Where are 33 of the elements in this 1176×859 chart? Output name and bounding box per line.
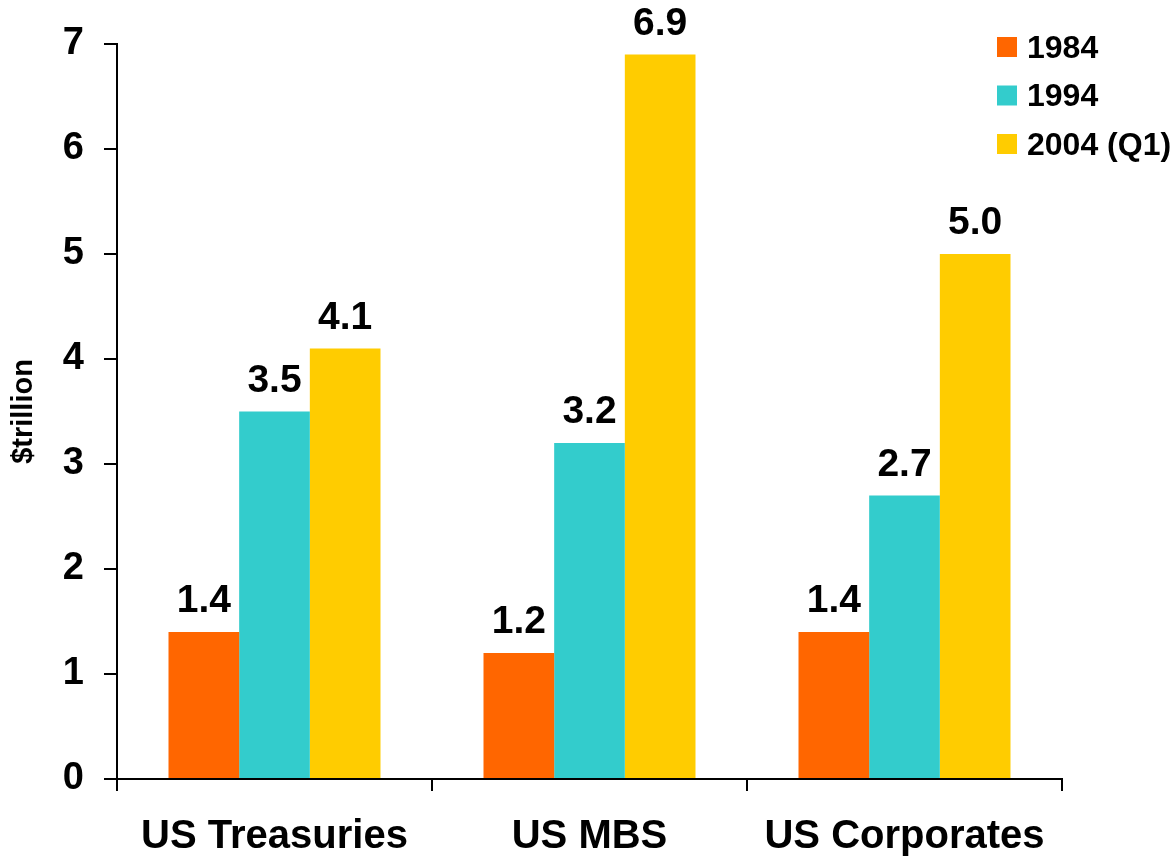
bar [624,54,696,778]
y-tick-label: 1 [62,650,84,693]
y-tick-label: 6 [62,125,84,168]
x-tick-label: US MBS [511,812,668,857]
bar [168,632,240,778]
data-label: 3.5 [247,356,302,400]
y-tick-label: 2 [62,545,84,588]
bar [869,495,940,778]
data-label: 1.4 [806,577,862,620]
y-tick-label: 7 [62,20,84,63]
data-label: 3.2 [562,388,617,431]
y-tick-label: 5 [62,230,84,273]
legend-label: 1994 [1027,77,1099,114]
bar [309,348,381,778]
y-tick-label: 0 [62,755,84,798]
legend-label: 1984 [1027,28,1099,65]
bar [483,653,555,778]
data-label: 4.1 [318,293,373,337]
legend-label: 2004 (Q1) [1027,125,1172,162]
data-label: 2.7 [877,440,932,484]
bar [554,443,625,778]
y-tick-label: 4 [62,335,84,378]
bar [239,411,310,778]
bar [939,254,1011,778]
y-axis-title: $trillion [6,359,39,464]
data-label: 6.9 [633,0,688,43]
x-tick-label: US Treasuries [141,812,408,857]
bar [798,632,870,778]
data-label: 5.0 [948,199,1003,242]
data-label: 1.4 [176,577,232,620]
data-label: 1.2 [491,598,546,641]
x-tick-label: US Corporates [764,812,1045,857]
y-tick-label: 3 [62,440,84,483]
